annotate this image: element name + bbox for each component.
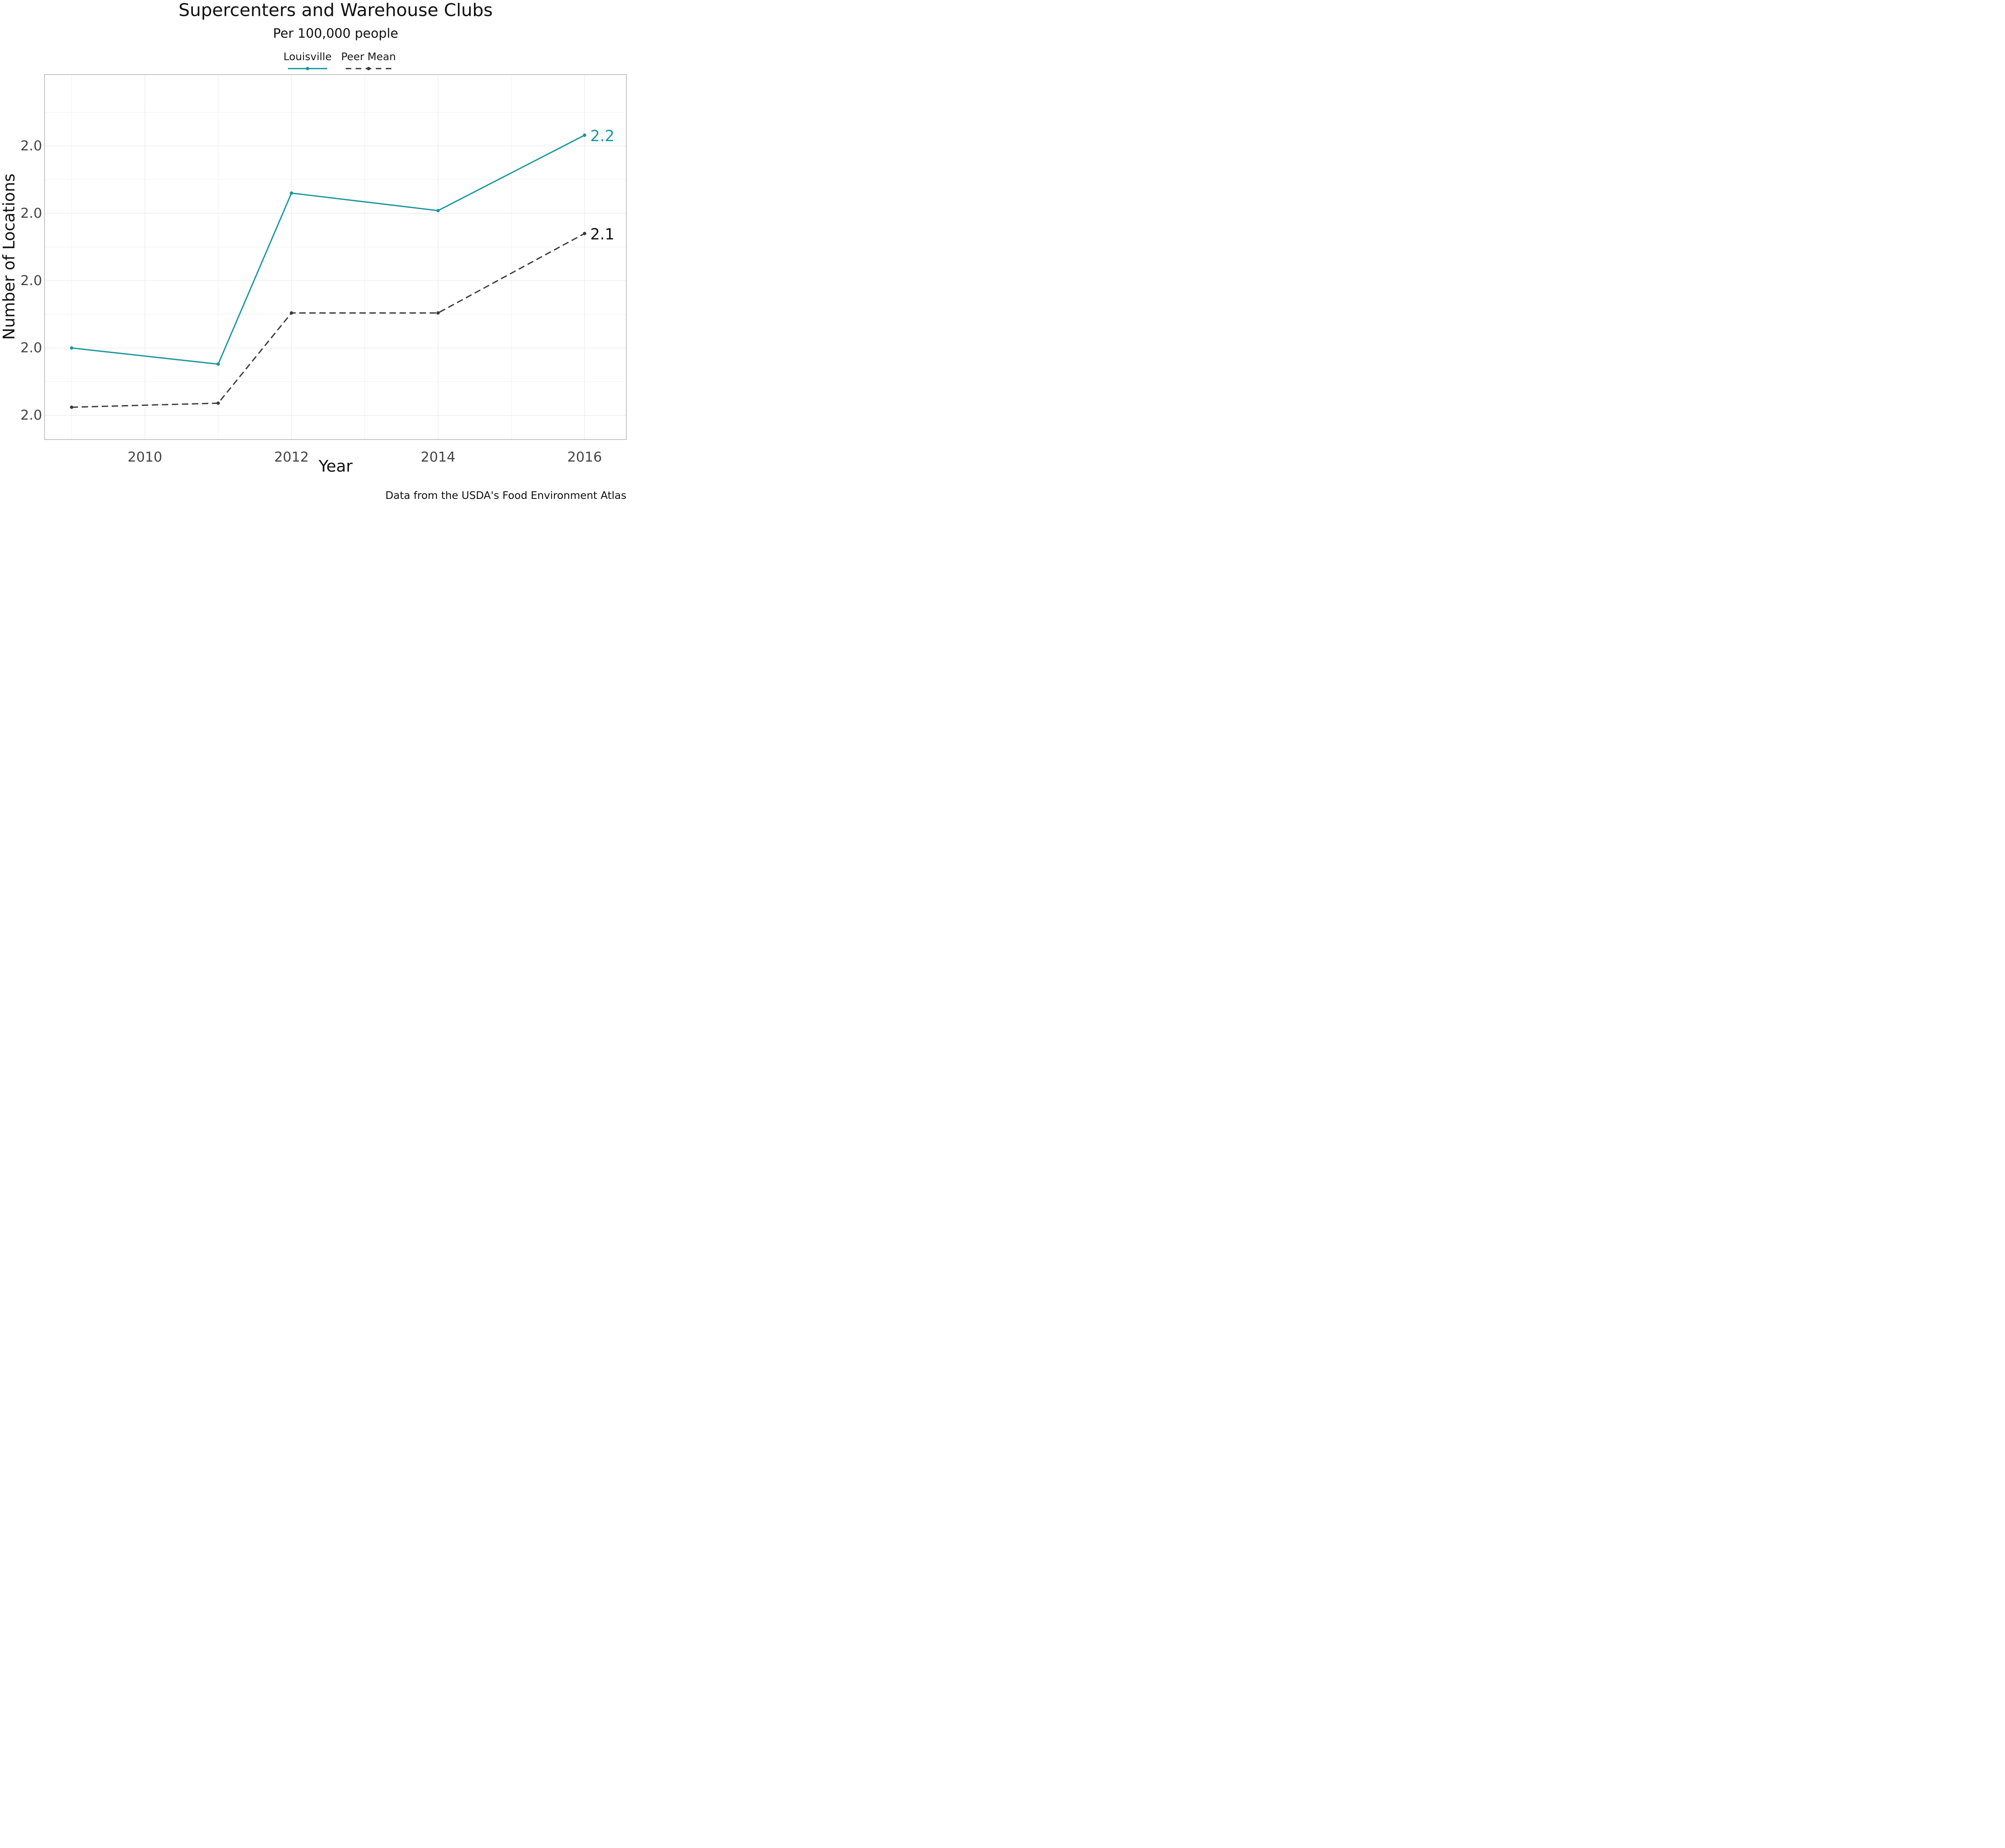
series-line-louisville: [71, 134, 585, 365]
grid: [45, 75, 626, 440]
plot-panel-border: [44, 74, 627, 440]
data-point: [216, 401, 220, 405]
data-point: [436, 209, 440, 213]
legend-label: Louisville: [284, 51, 332, 63]
y-axis-title: Number of Locations: [0, 174, 18, 340]
legend-key-point: [367, 67, 371, 71]
data-point: [290, 311, 294, 315]
legend-label: Peer Mean: [341, 51, 396, 63]
series-line-peer-mean: [71, 233, 585, 408]
chart-container: Supercenters and Warehouse Clubs Per 100…: [0, 0, 629, 503]
legend-key-point: [306, 67, 310, 71]
data-point: [583, 232, 587, 235]
chart-caption: Data from the USDA's Food Environment At…: [385, 490, 626, 502]
line-chart: Supercenters and Warehouse Clubs Per 100…: [0, 0, 627, 502]
data-point: [290, 191, 294, 195]
x-axis-ticks: 2010 2012 2014 2016: [128, 449, 602, 465]
y-axis-ticks: 2.0 2.0 2.0 2.0 2.0: [20, 138, 42, 424]
y-tick-label: 2.0: [20, 407, 42, 424]
x-tick-label: 2016: [567, 449, 602, 465]
data-point: [583, 133, 587, 137]
x-tick-label: 2010: [128, 449, 162, 465]
x-tick-label: 2014: [421, 449, 456, 465]
x-tick-label: 2012: [274, 449, 309, 465]
chart-title: Supercenters and Warehouse Clubs: [178, 0, 492, 20]
data-point: [70, 346, 73, 350]
legend: Louisville Peer Mean: [284, 51, 396, 71]
data-point: [216, 362, 220, 366]
y-tick-label: 2.0: [20, 138, 42, 154]
y-tick-label: 2.0: [20, 340, 42, 356]
x-axis-title: Year: [318, 457, 353, 476]
end-value-label: 2.1: [590, 225, 614, 243]
y-tick-label: 2.0: [20, 273, 42, 289]
data-point: [436, 311, 440, 315]
end-value-label: 2.2: [590, 127, 614, 145]
chart-subtitle: Per 100,000 people: [273, 26, 398, 41]
data-point: [70, 405, 73, 409]
series-layer: 2.2 2.1: [70, 127, 614, 409]
y-tick-label: 2.0: [20, 205, 42, 221]
